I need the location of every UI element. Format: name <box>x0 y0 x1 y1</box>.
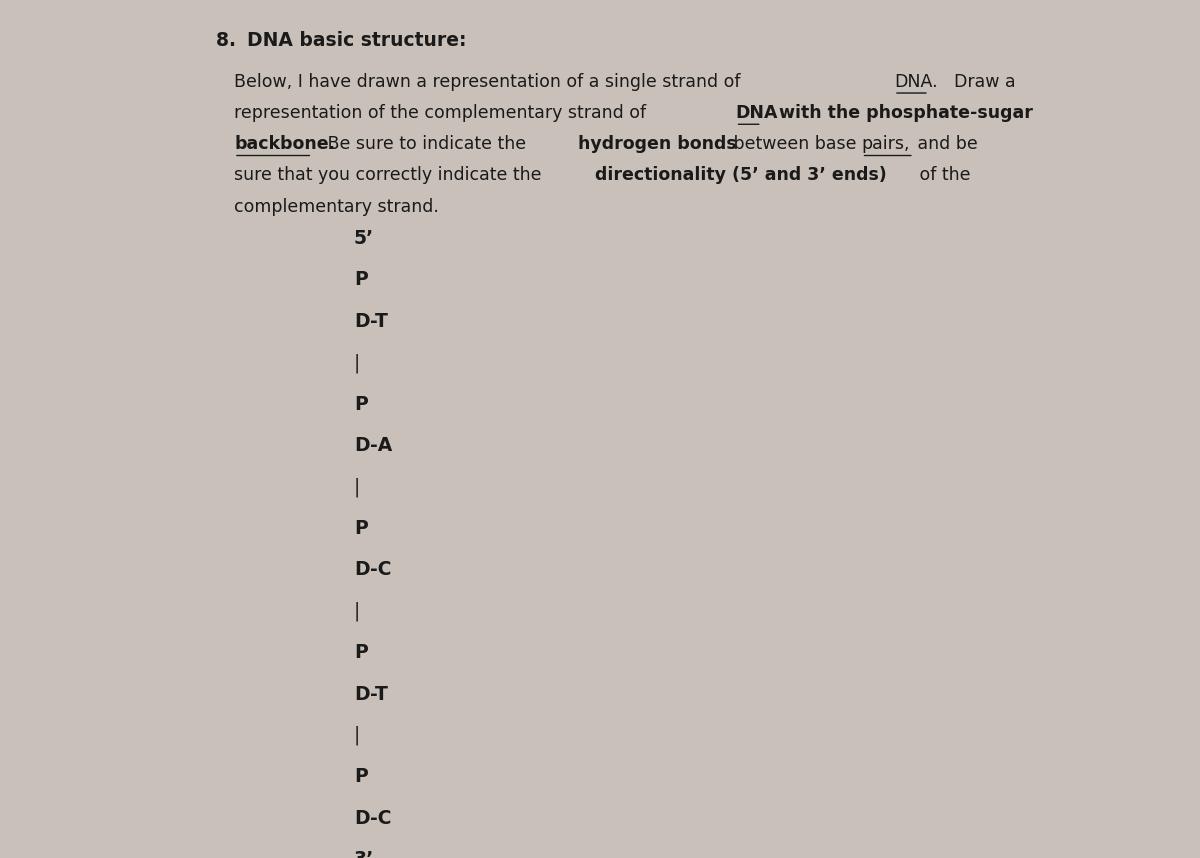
Text: P: P <box>354 270 367 289</box>
Text: D-C: D-C <box>354 809 391 828</box>
Text: and be: and be <box>912 136 978 154</box>
Text: D-C: D-C <box>354 560 391 579</box>
Text: DNA: DNA <box>736 104 778 122</box>
Text: Draw a: Draw a <box>943 73 1016 91</box>
Text: between base: between base <box>728 136 863 154</box>
Text: D-T: D-T <box>354 311 388 330</box>
Text: D-A: D-A <box>354 436 392 455</box>
Text: P: P <box>354 395 367 414</box>
Text: DNA.: DNA. <box>894 73 937 91</box>
Text: DNA basic structure:: DNA basic structure: <box>247 31 467 50</box>
Text: Be sure to indicate the: Be sure to indicate the <box>322 136 532 154</box>
Text: sure that you correctly indicate the: sure that you correctly indicate the <box>234 166 547 184</box>
Text: |: | <box>354 726 360 746</box>
Text: Below, I have drawn a representation of a single strand of: Below, I have drawn a representation of … <box>234 73 746 91</box>
Text: of the: of the <box>914 166 971 184</box>
Text: P: P <box>354 644 367 662</box>
Text: |: | <box>354 601 360 621</box>
Text: D-T: D-T <box>354 685 388 704</box>
Text: 8.: 8. <box>216 31 242 50</box>
Text: complementary strand.: complementary strand. <box>234 197 439 215</box>
Text: 5’: 5’ <box>354 229 374 248</box>
Text: P: P <box>354 519 367 538</box>
Text: |: | <box>354 477 360 497</box>
Text: 3’: 3’ <box>354 850 374 858</box>
Text: representation of the complementary strand of: representation of the complementary stra… <box>234 104 652 122</box>
Text: hydrogen bonds: hydrogen bonds <box>578 136 737 154</box>
Text: P: P <box>354 767 367 787</box>
Text: pairs,: pairs, <box>862 136 910 154</box>
Text: directionality (5’ and 3’ ends): directionality (5’ and 3’ ends) <box>595 166 887 184</box>
Text: backbone.: backbone. <box>234 136 335 154</box>
Text: |: | <box>354 353 360 372</box>
Text: with the phosphate-sugar: with the phosphate-sugar <box>773 104 1033 122</box>
